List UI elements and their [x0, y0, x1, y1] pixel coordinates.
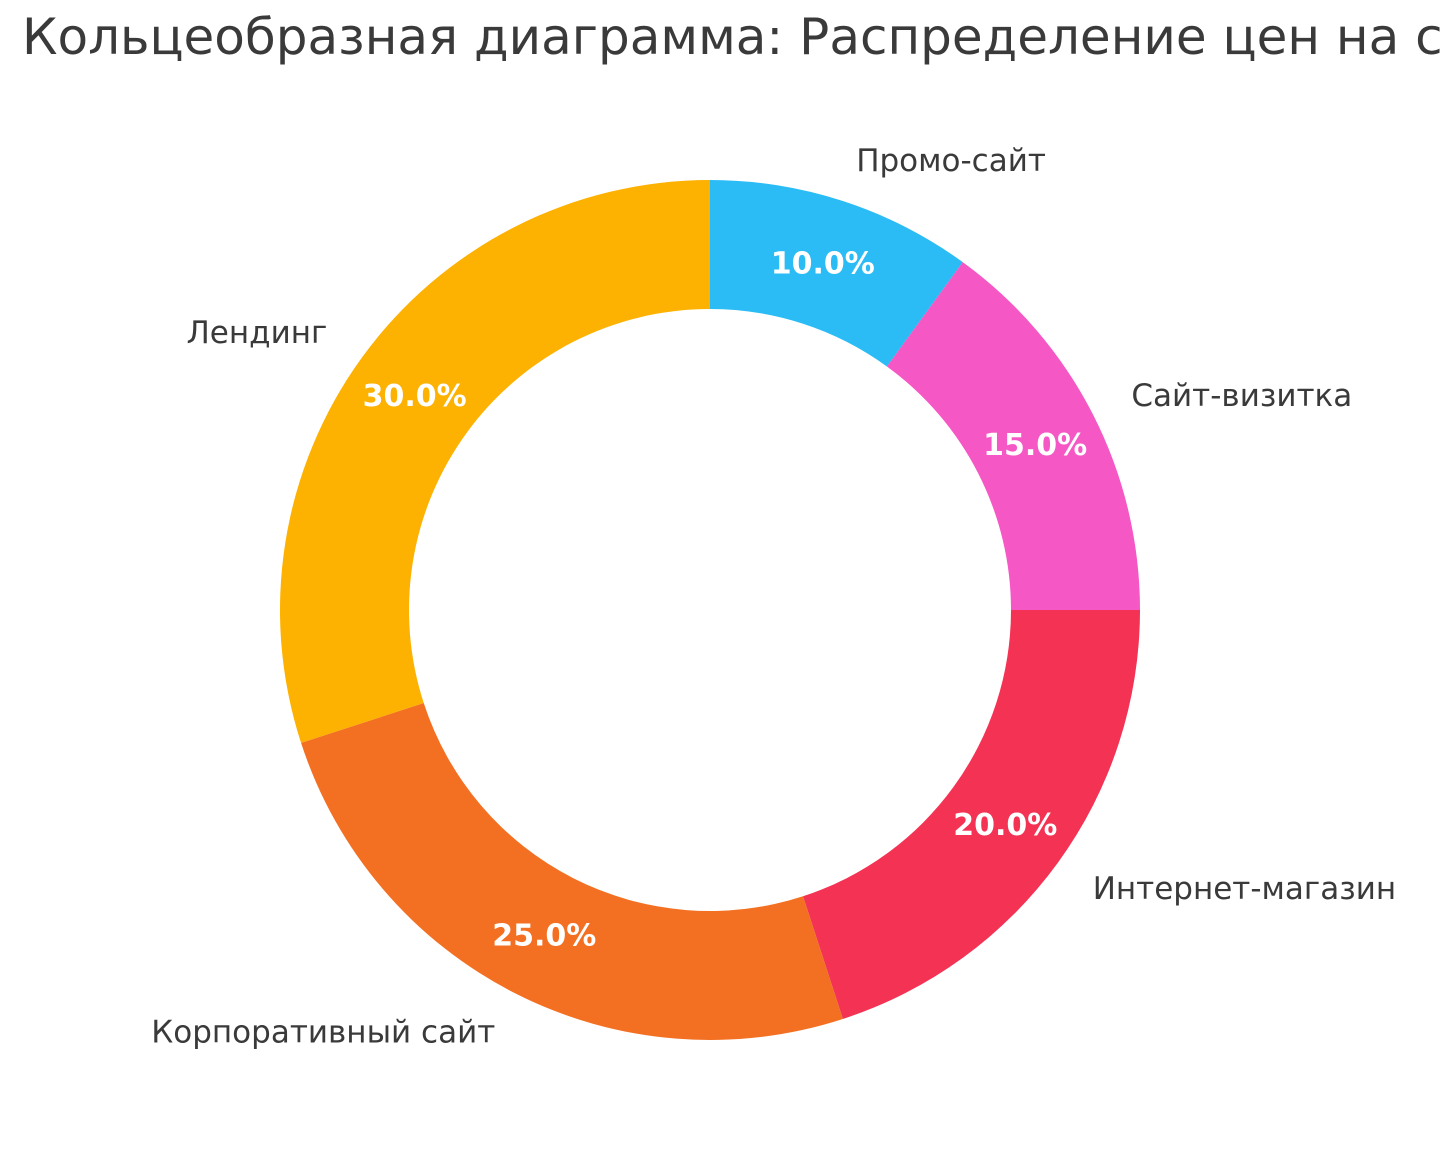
segment-percent-label: 30.0%	[363, 379, 467, 414]
chart-title: Кольцеобразная диаграмма: Распределение …	[22, 8, 1440, 66]
segment-category-label: Интернет-магазин	[1093, 871, 1396, 907]
segment-percent-label: 15.0%	[983, 428, 1087, 463]
donut-segment-2	[886, 262, 1140, 610]
segment-category-label: Промо-сайт	[856, 143, 1046, 179]
segment-percent-label: 20.0%	[953, 808, 1057, 843]
donut-segment-4	[301, 703, 843, 1040]
donut-segment-1	[710, 180, 963, 367]
donut-segment-5	[280, 180, 710, 743]
segment-category-label: Лендинг	[187, 315, 328, 351]
segment-category-label: Корпоративный сайт	[151, 1014, 495, 1050]
segment-percent-label: 10.0%	[771, 246, 875, 281]
donut-segment-3	[803, 610, 1140, 1019]
segment-percent-label: 25.0%	[492, 919, 596, 954]
segment-category-label: Сайт-визитка	[1131, 378, 1352, 414]
